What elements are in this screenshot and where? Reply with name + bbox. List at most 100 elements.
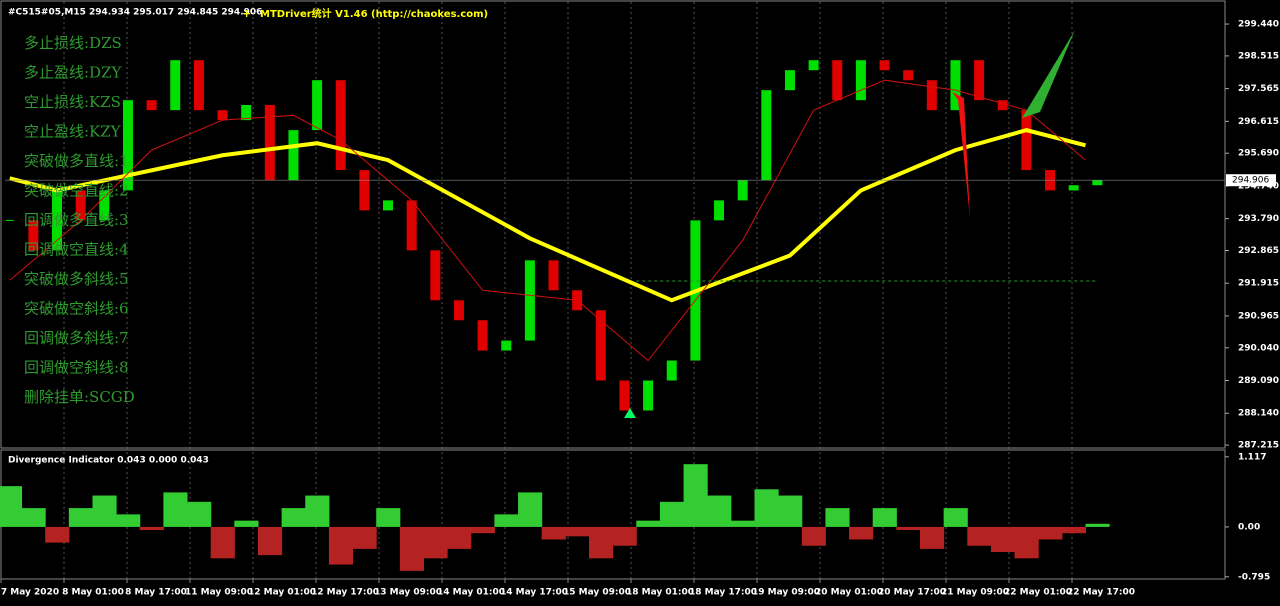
- histogram-bar: [45, 526, 70, 543]
- candle: [288, 130, 299, 181]
- candle: [28, 220, 39, 251]
- candle: [241, 104, 252, 121]
- histogram-bar: [920, 526, 945, 549]
- x-tick-label: 18 May 01:00: [626, 588, 694, 598]
- candle: [903, 70, 914, 81]
- histogram-bar: [1014, 526, 1039, 559]
- menu-item: 空止盈线:KZY: [24, 123, 122, 141]
- histogram-bar: [990, 526, 1016, 553]
- histogram-bar: [423, 526, 448, 559]
- histogram-bar: [139, 526, 164, 531]
- x-tick-label: 12 May 01:00: [248, 588, 316, 598]
- y-tick-label: 291.915: [1238, 279, 1279, 289]
- histogram-bar: [399, 526, 424, 571]
- candle: [643, 380, 654, 411]
- histogram-bar: [187, 501, 212, 527]
- x-tick-label: 15 May 09:00: [563, 588, 631, 598]
- y-tick-label: 298.515: [1238, 51, 1279, 61]
- histogram-bar: [896, 526, 921, 531]
- y-tick-label: 293.790: [1238, 214, 1279, 224]
- histogram-bar: [588, 526, 614, 559]
- candle: [784, 70, 795, 91]
- x-tick-label: 13 May 09:00: [374, 588, 442, 598]
- y-tick-label: 0.00: [1238, 522, 1260, 532]
- histogram-bar: [210, 526, 235, 559]
- candle: [548, 260, 559, 291]
- candle: [477, 320, 488, 351]
- y-tick-label: 288.140: [1238, 409, 1279, 419]
- candle: [264, 104, 275, 181]
- menu-item: 空止损线:KZS: [24, 93, 121, 111]
- menu-item: 回调做多直线:3: [24, 211, 129, 229]
- x-tick-label: 11 May 09:00: [185, 588, 253, 598]
- histogram-bar: [92, 495, 117, 527]
- y-tick-label: 292.865: [1238, 246, 1279, 256]
- y-tick-label: -0.795: [1238, 572, 1270, 582]
- buy-arrow: [624, 408, 636, 418]
- menu-item: 回调做空斜线:8: [24, 359, 129, 377]
- candle: [501, 340, 512, 351]
- candle: [761, 90, 772, 181]
- candle: [193, 60, 204, 111]
- candle: [1092, 180, 1103, 186]
- histogram-bar: [659, 501, 685, 527]
- candle: [52, 190, 63, 251]
- x-tick-label: 18 May 17:00: [689, 588, 757, 598]
- moving-average: [9, 128, 1086, 303]
- symbol-info: #C515#05,M15 294.934 295.017 294.845 294…: [8, 8, 262, 18]
- candle: [122, 100, 133, 191]
- histogram-bar: [612, 526, 637, 546]
- histogram-bar: [352, 526, 377, 549]
- x-tick-label: 8 May 01:00: [62, 588, 124, 598]
- candle: [974, 60, 985, 101]
- x-tick-label: 14 May 17:00: [500, 588, 568, 598]
- candle: [832, 60, 843, 101]
- moving-average: [9, 79, 1086, 362]
- menu-item: 突破做多斜线:5: [24, 270, 129, 288]
- histogram-bar: [163, 492, 188, 527]
- last-price-label: 294.906: [1232, 176, 1269, 186]
- candle: [524, 260, 535, 341]
- x-tick-label: 19 May 09:00: [752, 588, 820, 598]
- candle: [619, 380, 630, 411]
- histogram-bar: [754, 489, 779, 527]
- candle: [170, 60, 181, 111]
- histogram-bar: [636, 520, 661, 527]
- x-tick-label: 21 May 09:00: [941, 588, 1009, 598]
- candle: [406, 200, 417, 251]
- x-tick-label: 20 May 01:00: [815, 588, 883, 598]
- x-tick-label: 12 May 17:00: [311, 588, 379, 598]
- candle: [1068, 185, 1079, 191]
- menu-item: 突破做空直线:2: [24, 182, 129, 200]
- x-tick-label: 7 May 2020: [1, 588, 59, 598]
- histogram-bar: [68, 508, 93, 527]
- x-tick-label: 14 May 01:00: [437, 588, 505, 598]
- histogram-bar: [801, 526, 826, 546]
- histogram-bar: [494, 514, 519, 527]
- tool-title: MTDriver统计 V1.46 (http://chaokes.com): [260, 7, 488, 20]
- histogram-bar: [541, 526, 566, 540]
- candle: [737, 180, 748, 201]
- histogram-bar: [518, 492, 543, 527]
- candle: [879, 60, 890, 71]
- histogram-bar: [0, 486, 23, 527]
- x-tick-label: 20 May 17:00: [878, 588, 946, 598]
- menu-item: 多止损线:DZS: [24, 34, 122, 52]
- histogram-bar: [565, 526, 590, 537]
- menu-item: 删除挂单:SCGD: [24, 388, 135, 406]
- candle: [950, 60, 961, 111]
- histogram-bar: [683, 464, 708, 527]
- main-frame: [0, 0, 1226, 449]
- candle: [146, 100, 157, 111]
- candle: [666, 360, 677, 381]
- histogram-bar: [849, 526, 874, 540]
- candle: [926, 80, 937, 111]
- histogram-bar: [470, 526, 495, 534]
- histogram-bar: [943, 508, 968, 527]
- candle: [359, 170, 370, 211]
- menu-item: 回调做多斜线:7: [24, 329, 129, 347]
- last-price-box: [1226, 174, 1276, 187]
